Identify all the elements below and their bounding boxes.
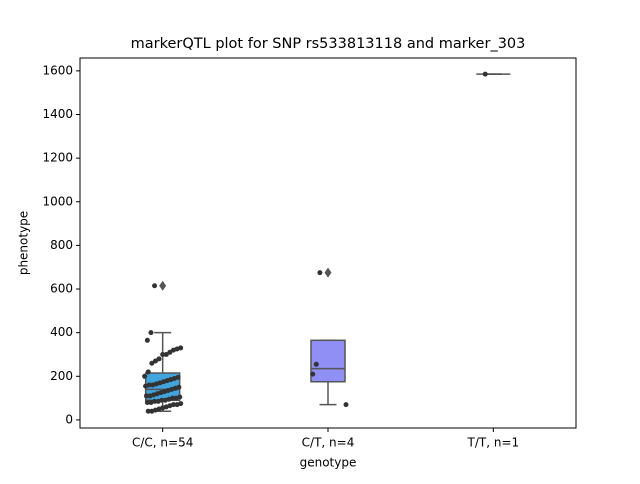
data-point — [313, 361, 319, 367]
y-tick-label: 200 — [50, 369, 73, 383]
data-point — [167, 349, 173, 355]
data-point — [148, 330, 154, 336]
data-point — [310, 371, 316, 377]
y-tick-label: 600 — [50, 282, 73, 296]
box — [310, 339, 346, 383]
data-point — [163, 351, 169, 357]
data-point — [145, 408, 151, 414]
data-point — [145, 369, 151, 375]
data-point — [152, 283, 158, 289]
y-tick-label: 1600 — [42, 63, 73, 77]
data-point — [155, 398, 161, 404]
data-point — [174, 402, 180, 408]
data-point — [162, 397, 168, 403]
outlier — [324, 267, 332, 278]
data-point — [156, 356, 162, 362]
data-point — [343, 402, 349, 408]
data-point — [148, 399, 154, 405]
data-point — [147, 393, 153, 399]
y-axis-label: phenotype — [17, 211, 31, 275]
data-point — [149, 360, 155, 366]
data-point — [170, 347, 176, 353]
data-point — [160, 351, 166, 357]
data-point — [142, 373, 148, 379]
y-tick-label: 0 — [65, 412, 73, 426]
y-tick-label: 1200 — [42, 151, 73, 165]
data-point — [317, 270, 323, 276]
data-point — [173, 395, 179, 401]
x-tick-label: C/T, n=4 — [302, 436, 355, 450]
data-point — [482, 71, 488, 77]
y-tick-label: 800 — [50, 238, 73, 252]
data-point — [152, 358, 158, 364]
y-tick-label: 1400 — [42, 107, 73, 121]
x-tick-label: T/T, n=1 — [467, 436, 520, 450]
x-tick-label: C/C, n=54 — [132, 436, 193, 450]
y-tick-label: 1000 — [42, 194, 73, 208]
chart-title: markerQTL plot for SNP rs533813118 and m… — [131, 36, 526, 52]
data-point — [143, 383, 149, 389]
x-axis-label: genotype — [300, 456, 357, 470]
data-point — [144, 399, 150, 405]
y-tick-label: 400 — [50, 325, 73, 339]
data-point — [150, 382, 156, 388]
data-point — [144, 337, 150, 343]
data-point — [143, 393, 149, 399]
outlier — [159, 280, 167, 291]
data-point — [149, 408, 155, 414]
